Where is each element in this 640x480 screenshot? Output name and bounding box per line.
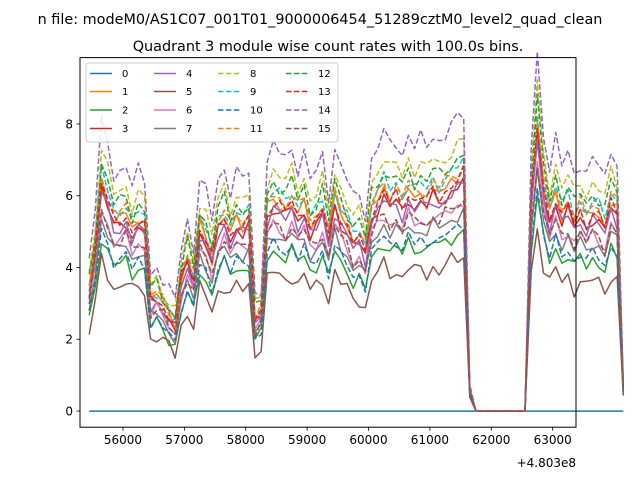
- series-line-12: [88, 93, 625, 412]
- y-tick-label: 8: [65, 117, 73, 131]
- legend-label-11: 11: [250, 124, 263, 135]
- x-tick-label: 59000: [288, 433, 326, 447]
- x-axis-offset-label: +4.803e8: [517, 456, 576, 470]
- legend-label-9: 9: [250, 87, 256, 98]
- series-line-15: [88, 167, 625, 412]
- series-line-10: [88, 187, 625, 412]
- legend-label-8: 8: [250, 69, 256, 80]
- series-line-13: [88, 127, 625, 412]
- x-tick-label: 56000: [104, 433, 142, 447]
- x-tick-label: 58000: [227, 433, 265, 447]
- series-layer: [88, 50, 625, 412]
- series-line-8: [88, 79, 625, 412]
- legend-label-2: 2: [122, 106, 128, 117]
- legend-label-3: 3: [122, 124, 128, 135]
- legend-label-10: 10: [250, 106, 263, 117]
- x-tick-label: 57000: [165, 433, 203, 447]
- x-tick-label: 62000: [472, 433, 510, 447]
- legend-label-1: 1: [122, 87, 128, 98]
- legend-box: [85, 62, 339, 143]
- chart-title: Quadrant 3 module wise count rates with …: [133, 39, 524, 55]
- legend-label-13: 13: [318, 87, 331, 98]
- legend-label-7: 7: [186, 124, 192, 135]
- figure-suptitle: n file: modeM0/AS1C07_001T01_9000006454_…: [38, 12, 603, 28]
- legend-label-0: 0: [122, 69, 128, 80]
- y-axis-ticks: 0 2 4 6 8: [65, 117, 80, 418]
- series-line-14: [88, 50, 625, 412]
- legend-label-12: 12: [318, 69, 331, 80]
- legend-label-15: 15: [318, 124, 331, 135]
- y-tick-label: 0: [65, 404, 73, 418]
- x-axis-ticks: 56000 57000 58000 59000 60000 61000 62000 63000: [104, 427, 572, 447]
- x-tick-label: 63000: [534, 433, 572, 447]
- y-tick-label: 2: [65, 333, 73, 347]
- y-tick-label: 6: [65, 189, 73, 203]
- legend-label-14: 14: [318, 106, 331, 117]
- legend-label-4: 4: [186, 69, 192, 80]
- y-tick-label: 4: [65, 261, 73, 275]
- x-tick-label: 60000: [349, 433, 387, 447]
- plot-frame: [79, 57, 577, 428]
- x-tick-label: 61000: [411, 433, 449, 447]
- legend-label-6: 6: [186, 106, 192, 117]
- legend-label-5: 5: [186, 87, 192, 98]
- series-line-5: [88, 228, 625, 412]
